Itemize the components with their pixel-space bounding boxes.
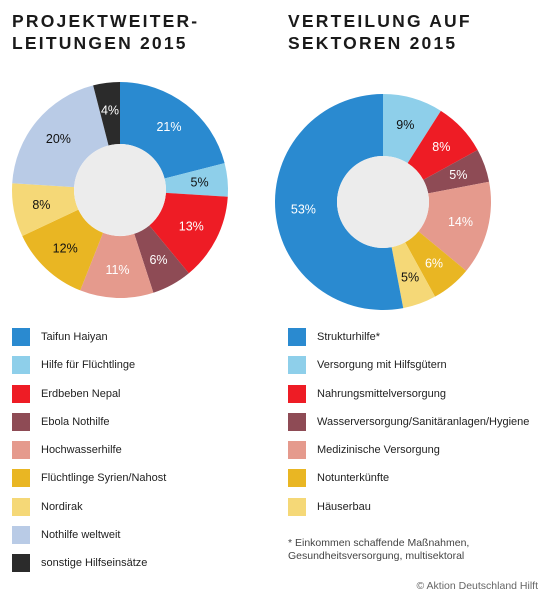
legend-label: Versorgung mit Hilfsgütern <box>317 359 447 372</box>
legend-item: Nahrungsmittelversorgung <box>288 384 529 413</box>
legend-swatch <box>288 412 306 431</box>
legend-item: Wasserversorgung/Sanitäranlagen/Hygiene <box>288 412 530 441</box>
pie-slice <box>80 232 154 298</box>
legend: Strukturhilfe* Versorgung mit Hilfsgütern… <box>288 328 529 526</box>
pie-slice <box>275 94 404 310</box>
slice-value-label: 6% <box>149 253 167 267</box>
legend-label: Nothilfe weltweit <box>41 529 121 542</box>
legend-swatch <box>288 384 306 403</box>
pie-slice <box>383 94 441 164</box>
slice-value-label: 14% <box>448 215 473 229</box>
pie-slice <box>12 85 109 188</box>
slice-value-label: 21% <box>156 120 181 134</box>
slice-value-label: 12% <box>53 241 78 255</box>
legend-label: Taifun Haiyan <box>41 331 108 343</box>
donut-hole <box>74 144 166 236</box>
legend-swatch <box>12 328 30 346</box>
legend-item: Häuserbau <box>288 497 529 526</box>
slice-value-label: 20% <box>46 132 71 146</box>
legend-item: Erdbeben Nepal <box>12 384 166 413</box>
chart-projektweiterleitungen: PROJEKTWEITER- LEITUNGEN 2015 21% 5% 13% 6%… <box>11 10 229 583</box>
legend-label: Nordirak <box>41 500 83 513</box>
donut-hole <box>337 156 429 248</box>
legend-label: Notunterkünfte <box>317 472 390 485</box>
legend-label: Medizinische Versorgung <box>317 444 440 457</box>
pie-slice <box>134 225 189 293</box>
pie-slice <box>149 192 228 274</box>
legend-item: Versorgung mit Hilfsgütern <box>288 356 529 384</box>
slice-value-label: 53% <box>291 203 316 217</box>
legend-item: Taifun Haiyan <box>12 328 166 356</box>
slice-value-label: 13% <box>179 219 204 233</box>
donut-chart: 21% 5% 13% 6% 11% 12% 8% 20% 4% <box>11 82 229 298</box>
legend-swatch <box>12 526 30 545</box>
legend-label: Strukturhilfe* <box>317 331 380 343</box>
legend-item: Nothilfe weltweit <box>12 526 166 554</box>
footnote: * Einkommen schaffende Maßnahmen, Gesund… <box>288 537 469 563</box>
chart-title-line: VERTEILUNG AUF <box>288 11 472 31</box>
slice-value-label: 5% <box>449 168 467 182</box>
legend-label: Hochwasserhilfe <box>41 444 122 457</box>
chart-title: PROJEKTWEITER- LEITUNGEN 2015 <box>12 10 199 54</box>
pie-slice <box>93 82 120 146</box>
legend-swatch <box>12 412 30 431</box>
legend-item: Strukturhilfe* <box>288 328 529 356</box>
pie-slice <box>405 231 467 297</box>
legend-label: Erdbeben Nepal <box>41 387 121 400</box>
legend-label: Hilfe für Flüchtlinge <box>41 359 136 372</box>
legend-swatch <box>288 469 306 488</box>
legend-label: Wasserversorgung/Sanitäranlagen/Hygiene <box>317 415 530 428</box>
legend-swatch <box>12 356 30 375</box>
legend-item: Ebola Nothilfe <box>12 412 166 441</box>
slice-value-label: 11% <box>105 263 129 277</box>
legend-item: Hilfe für Flüchtlinge <box>12 356 166 384</box>
pie-slice <box>391 242 436 309</box>
chart-title-line: LEITUNGEN 2015 <box>12 33 188 53</box>
legend-item: sonstige Hilfseinsätze <box>12 554 166 582</box>
legend-item: Nordirak <box>12 497 166 526</box>
pie-slice <box>418 181 491 271</box>
pie-slice <box>120 82 225 179</box>
chart-title-line: SEKTOREN 2015 <box>288 33 458 53</box>
pie-slice <box>423 149 490 194</box>
chart-sektoren: VERTEILUNG AUF SEKTOREN 2015 9% 8% 5% 14% 6%… <box>275 0 550 600</box>
legend-item: Medizinische Versorgung <box>288 441 529 469</box>
legend-swatch <box>12 384 30 403</box>
pie-slice <box>407 110 478 180</box>
legend: Taifun Haiyan Hilfe für Flüchtlinge Erdbeb… <box>12 328 166 583</box>
slice-value-label: 8% <box>32 198 50 212</box>
legend-swatch <box>288 328 306 346</box>
legend-swatch <box>12 441 30 460</box>
footnote-line: * Einkommen schaffende Maßnahmen, <box>288 537 470 549</box>
pie-slice <box>11 183 79 236</box>
legend-item: Notunterkünfte <box>288 469 529 497</box>
legend-swatch <box>12 554 30 573</box>
copyright-credit: © Aktion Deutschland Hilft <box>416 580 538 592</box>
chart-title: VERTEILUNG AUF SEKTOREN 2015 <box>288 10 472 54</box>
legend-swatch <box>12 497 30 516</box>
footnote-line: Gesundheitsversorgung, multisektoral <box>288 550 465 562</box>
legend-label: Flüchtlinge Syrien/Nahost <box>41 472 167 485</box>
chart-title-line: PROJEKTWEITER- <box>12 11 200 31</box>
legend-swatch <box>288 441 306 460</box>
slice-value-label: 4% <box>101 104 119 118</box>
slice-value-label: 5% <box>401 270 419 284</box>
legend-swatch <box>12 469 30 488</box>
legend-item: Flüchtlinge Syrien/Nahost <box>12 469 166 497</box>
legend-label: Ebola Nothilfe <box>41 415 110 428</box>
legend-label: Häuserbau <box>317 500 371 513</box>
legend-swatch <box>288 497 306 516</box>
slice-value-label: 8% <box>432 140 450 154</box>
slice-value-label: 6% <box>425 257 443 271</box>
slice-value-label: 9% <box>396 118 414 132</box>
pie-slice <box>164 163 229 197</box>
legend-swatch <box>288 356 306 375</box>
donut-chart: 9% 8% 5% 14% 6% 5% 53% <box>275 94 491 310</box>
legend-label: sonstige Hilfseinsätze <box>41 557 148 570</box>
pie-slice <box>22 209 104 291</box>
legend-label: Nahrungsmittelversorgung <box>317 387 447 400</box>
legend-item: Hochwasserhilfe <box>12 441 166 469</box>
slice-value-label: 5% <box>191 176 209 190</box>
